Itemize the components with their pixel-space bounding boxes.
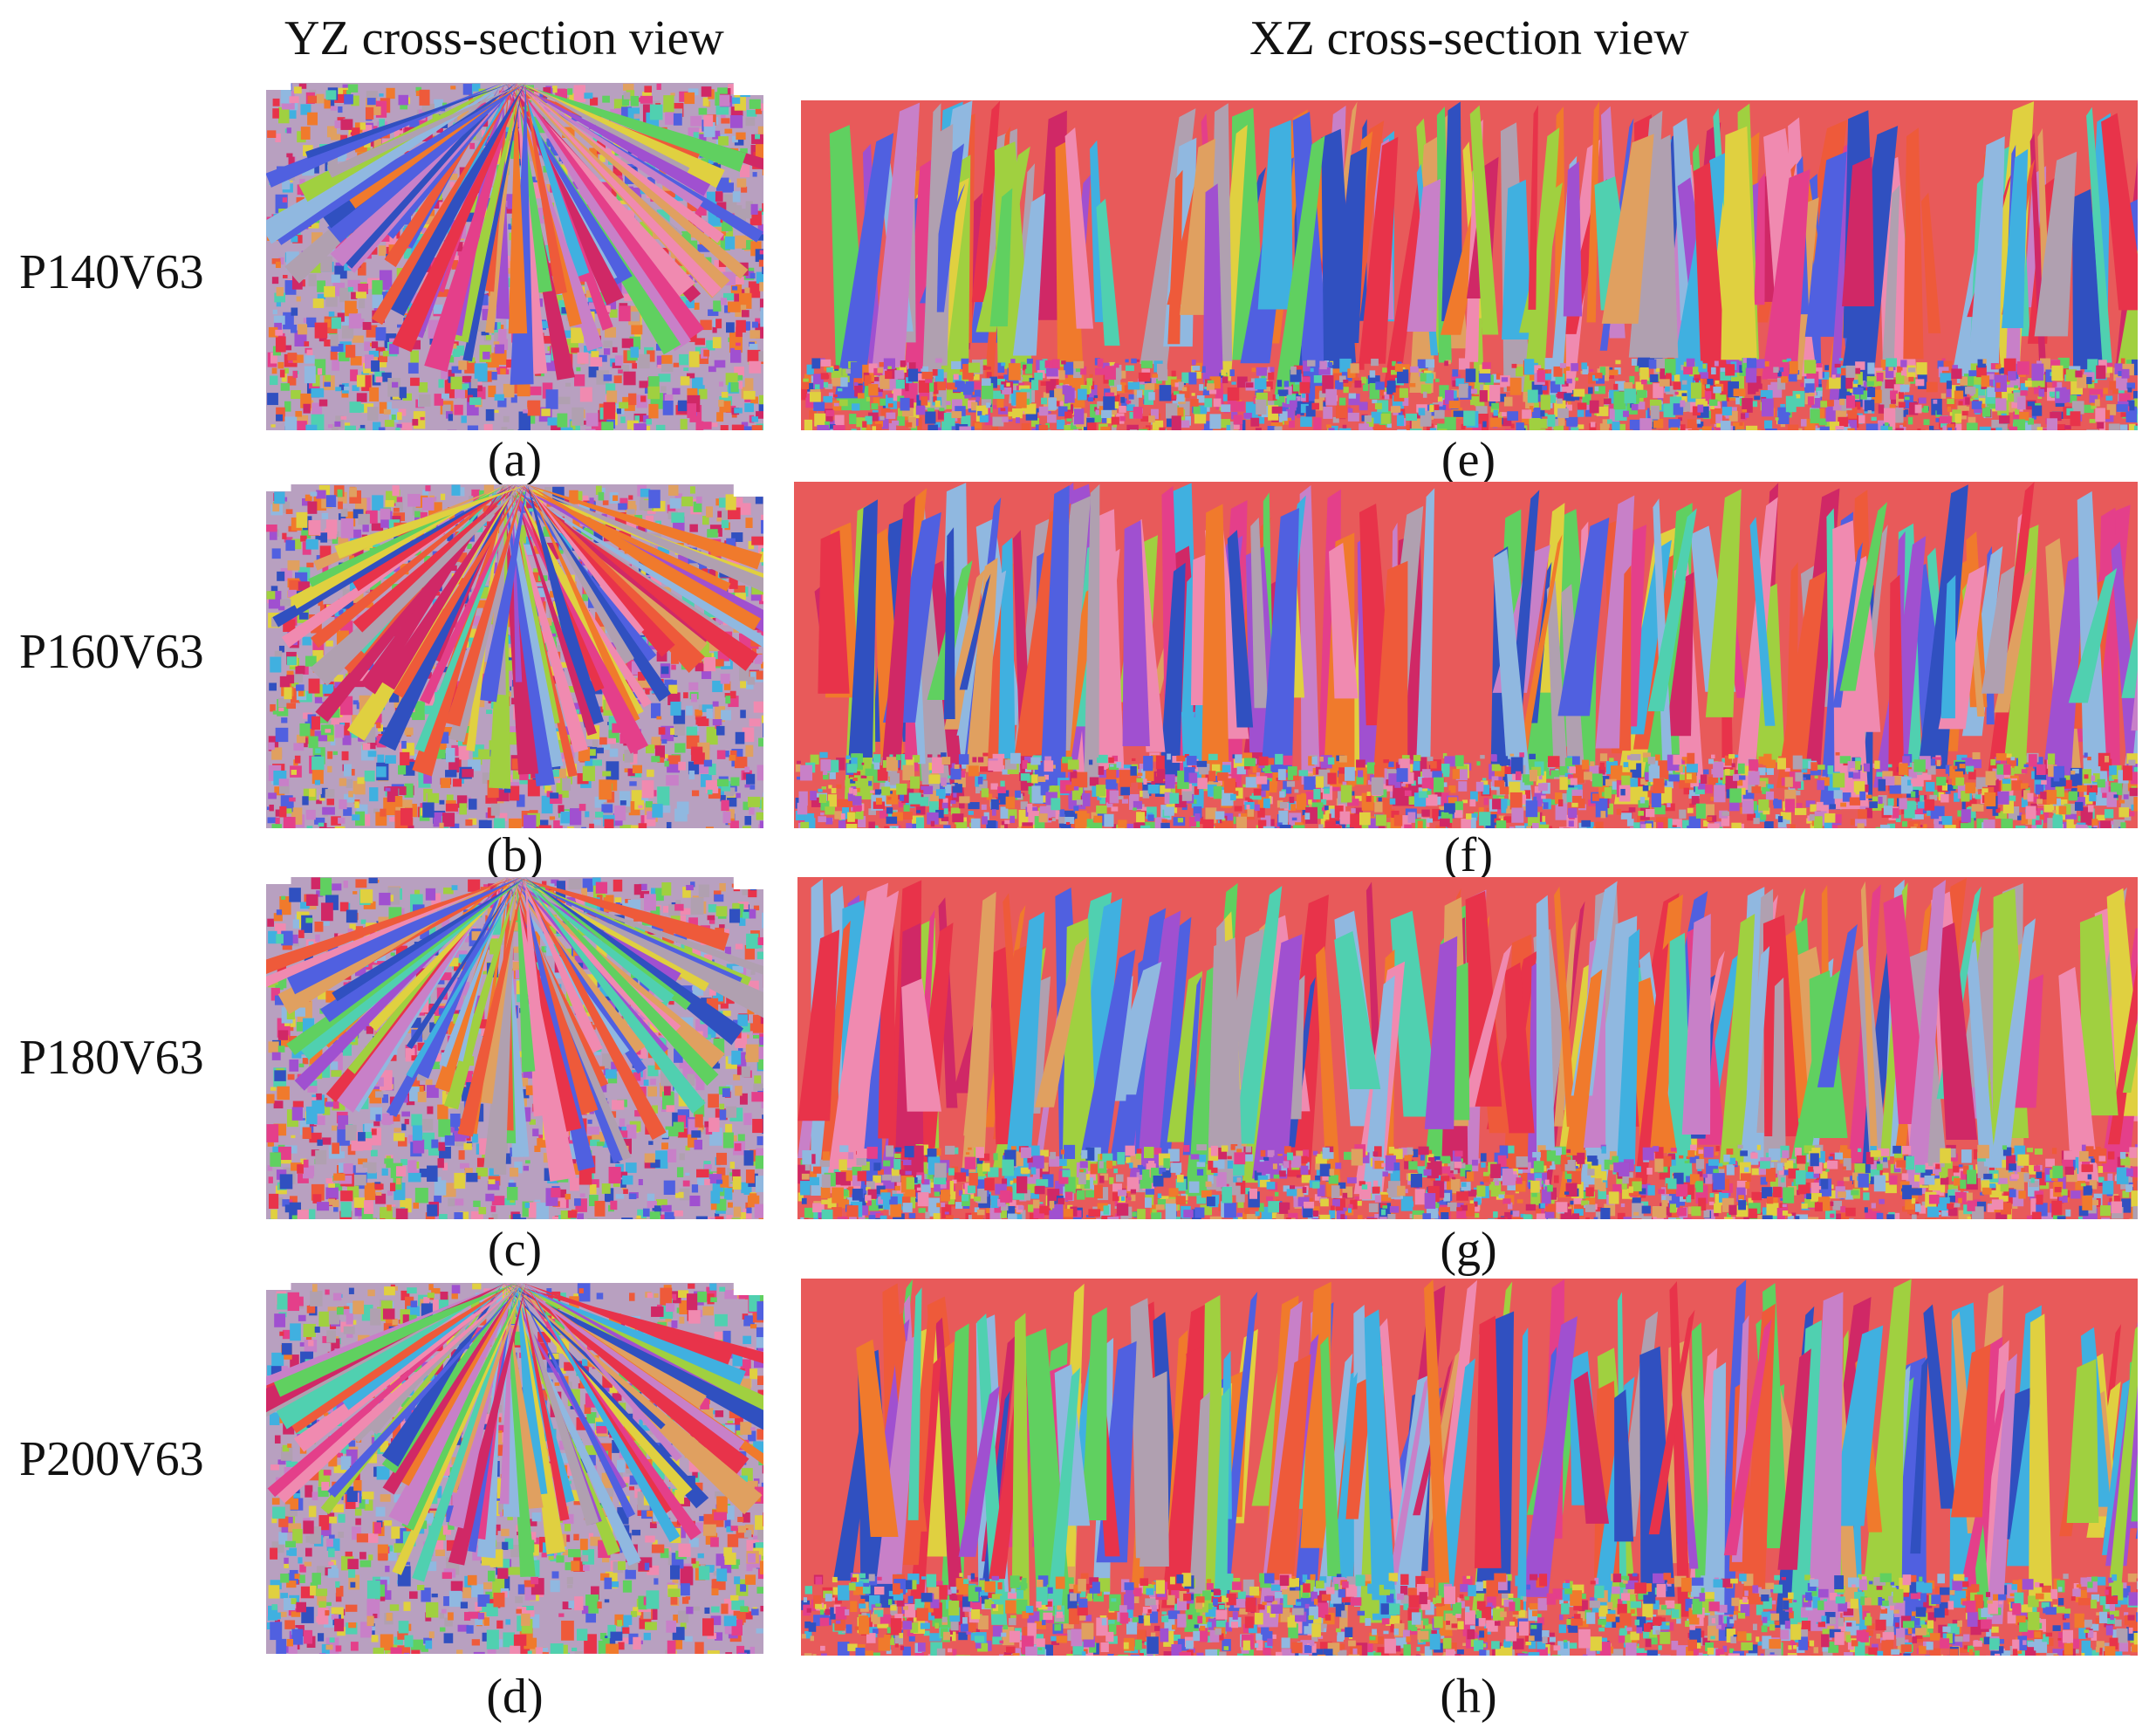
ebsd-map-yz-p140v63 xyxy=(266,83,763,430)
row-label-p140v63: P140V63 xyxy=(19,245,204,299)
ebsd-map-xz-p180v63 xyxy=(797,877,2138,1219)
caption-a: (a) xyxy=(487,433,543,487)
row-label-p200v63: P200V63 xyxy=(19,1432,204,1486)
ebsd-map-yz-p160v63 xyxy=(266,484,763,828)
ebsd-map-xz-p200v63 xyxy=(801,1279,2138,1656)
ebsd-map-xz-p140v63 xyxy=(801,100,2138,430)
caption-f: (f) xyxy=(1444,828,1493,882)
caption-b: (b) xyxy=(486,828,544,882)
row-label-p160v63: P160V63 xyxy=(19,625,204,679)
caption-e: (e) xyxy=(1441,433,1496,487)
caption-g: (g) xyxy=(1440,1223,1497,1277)
row-label-p180v63: P180V63 xyxy=(19,1031,204,1085)
ebsd-map-xz-p160v63 xyxy=(794,482,2138,828)
ebsd-map-yz-p200v63 xyxy=(266,1283,763,1654)
xz-column-header: XZ cross-section view xyxy=(1249,11,1689,65)
ebsd-map-yz-p180v63 xyxy=(266,877,763,1219)
caption-h: (h) xyxy=(1440,1670,1497,1724)
yz-column-header: YZ cross-section view xyxy=(284,11,724,65)
caption-c: (c) xyxy=(487,1223,543,1277)
caption-d: (d) xyxy=(486,1670,544,1724)
